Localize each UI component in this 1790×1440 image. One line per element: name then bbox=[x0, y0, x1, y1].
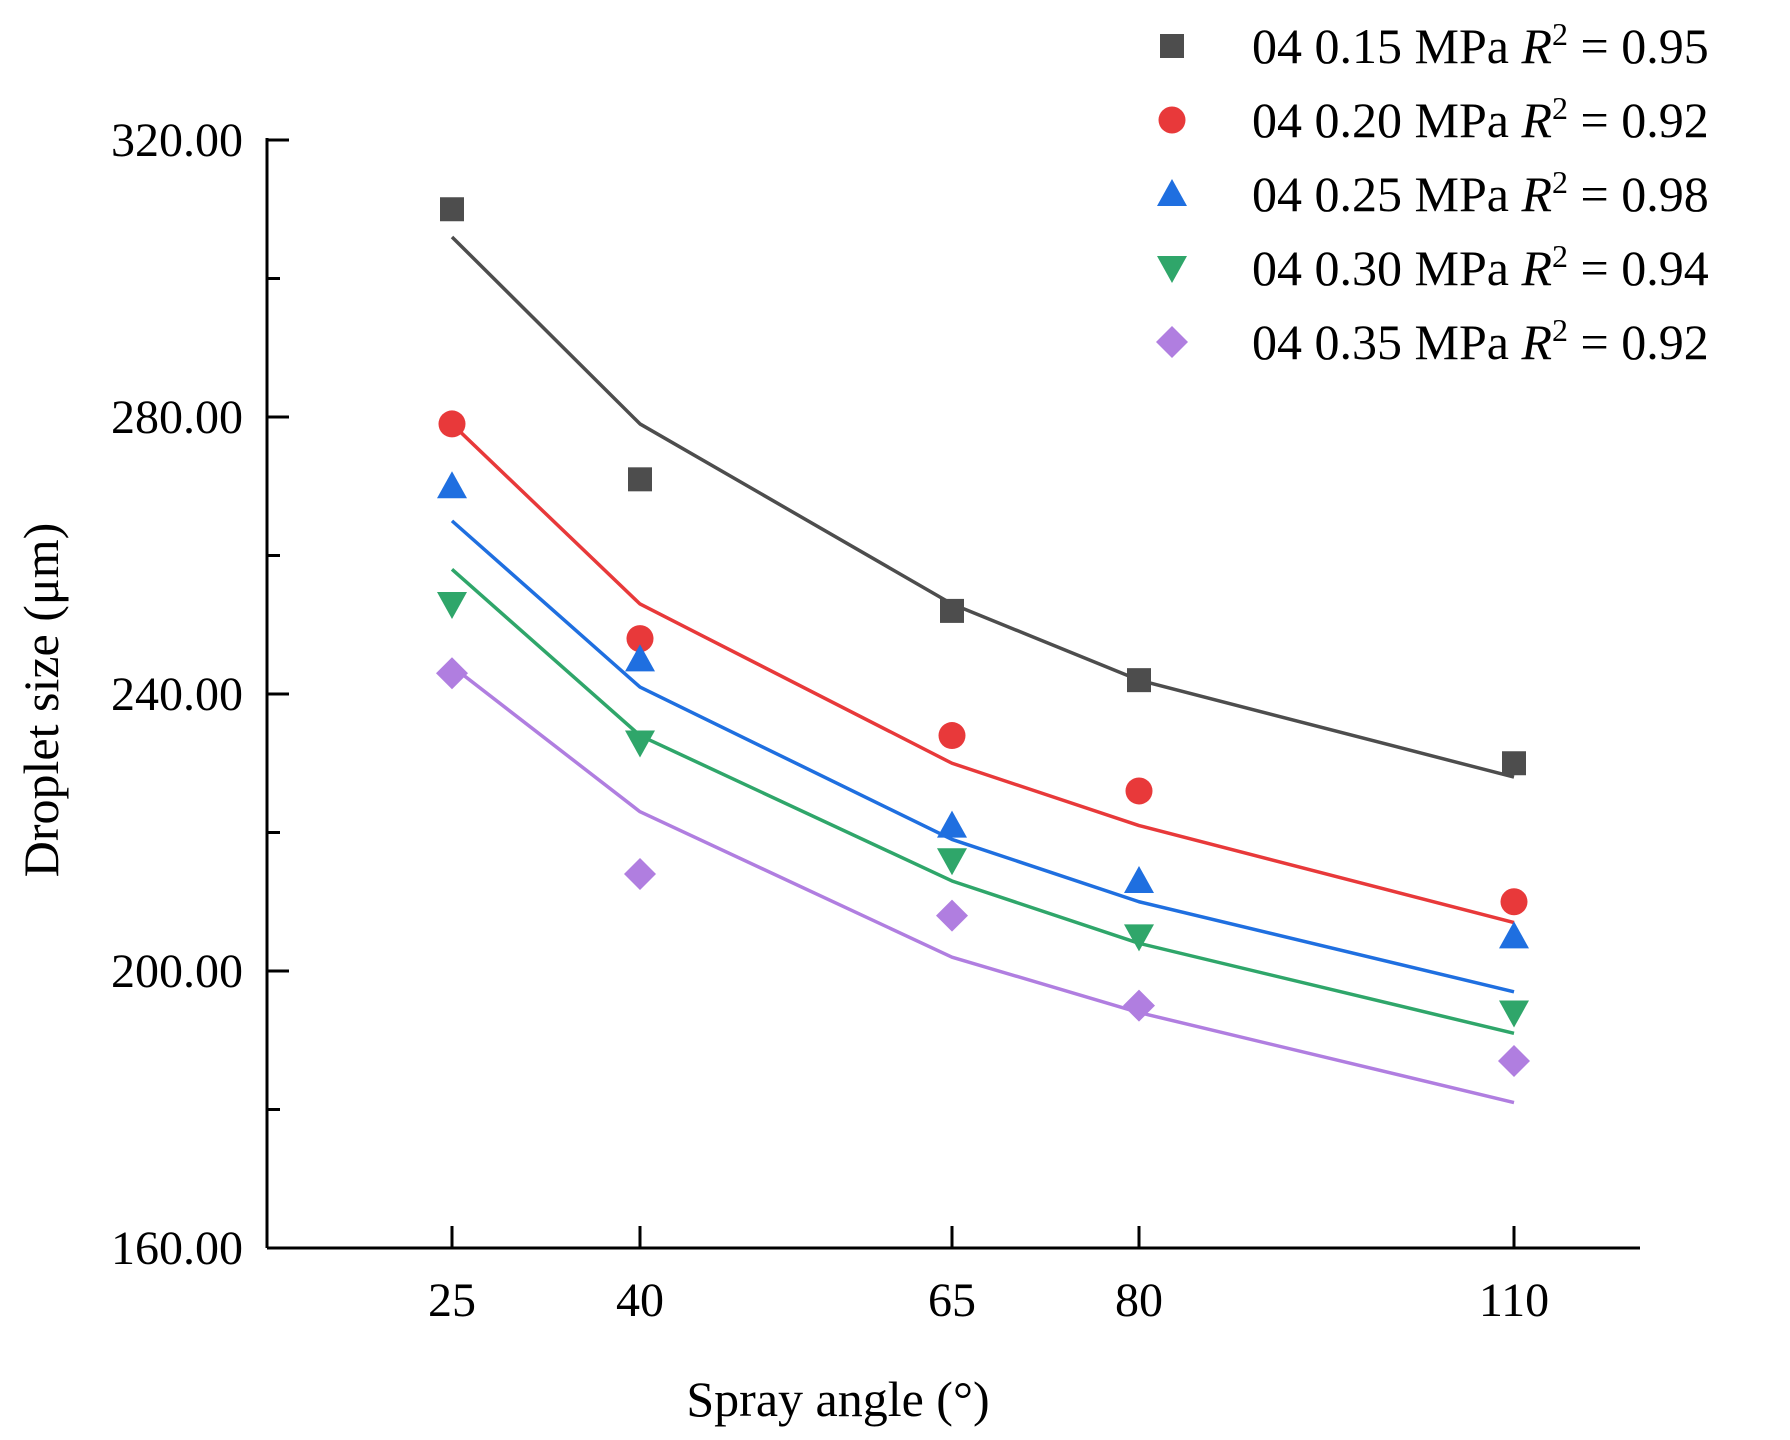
data-point-series-5 bbox=[1123, 989, 1155, 1022]
data-point-series-4 bbox=[1124, 924, 1154, 952]
data-point-series-1 bbox=[440, 197, 464, 222]
data-point-series-3 bbox=[625, 644, 655, 672]
data-point-series-2 bbox=[1125, 777, 1153, 805]
legend-label-2: 04 0.20 MPa R2 = 0.92 bbox=[1252, 90, 1709, 148]
y-tick-label: 160.00 bbox=[111, 1222, 243, 1275]
legend-marker-2 bbox=[1158, 106, 1186, 134]
y-tick-label: 240.00 bbox=[111, 668, 243, 721]
axes bbox=[265, 138, 1640, 1250]
data-point-series-1 bbox=[1502, 751, 1526, 776]
x-tick-label: 65 bbox=[928, 1274, 976, 1327]
data-point-series-5 bbox=[624, 858, 656, 891]
x-tick-label: 25 bbox=[428, 1274, 476, 1327]
fit-line-series-2 bbox=[450, 422, 1515, 925]
data-point-series-2 bbox=[938, 722, 966, 750]
data-point-series-3 bbox=[1124, 865, 1154, 893]
legend: 04 0.15 MPa R2 = 0.95 04 0.20 MPa R2 = 0.… bbox=[1156, 16, 1709, 370]
y-tick-label: 320.00 bbox=[111, 114, 243, 167]
data-point-series-1 bbox=[1127, 668, 1151, 693]
x-tick-label: 80 bbox=[1115, 1274, 1163, 1327]
data-markers bbox=[436, 197, 1530, 1078]
y-tick-label: 200.00 bbox=[111, 945, 243, 998]
x-tick-label: 110 bbox=[1479, 1274, 1549, 1327]
data-point-series-1 bbox=[940, 598, 964, 623]
legend-marker-3 bbox=[1157, 179, 1187, 206]
data-point-series-3 bbox=[937, 810, 967, 838]
fit-line-series-3 bbox=[450, 519, 1515, 994]
data-point-series-2 bbox=[1500, 888, 1528, 916]
data-point-series-3 bbox=[1499, 921, 1529, 949]
legend-label-5: 04 0.35 MPa R2 = 0.92 bbox=[1252, 312, 1709, 370]
y-axis-title: Droplet size (μm) bbox=[13, 523, 69, 877]
data-point-series-3 bbox=[437, 471, 467, 499]
data-point-series-5 bbox=[936, 899, 968, 932]
y-tick-label: 280.00 bbox=[111, 391, 243, 444]
data-point-series-5 bbox=[1498, 1045, 1530, 1078]
x-tick-label: 40 bbox=[616, 1274, 664, 1327]
fit-line-series-4 bbox=[450, 568, 1515, 1036]
data-point-series-2 bbox=[438, 410, 466, 438]
data-point-series-4 bbox=[625, 730, 655, 758]
data-point-series-4 bbox=[437, 591, 467, 619]
data-point-series-4 bbox=[1499, 1000, 1529, 1028]
legend-marker-1 bbox=[1160, 34, 1184, 58]
x-axis-title: Spray angle (°) bbox=[686, 1371, 989, 1427]
fit-line-series-5 bbox=[450, 664, 1515, 1105]
legend-label-1: 04 0.15 MPa R2 = 0.95 bbox=[1252, 16, 1709, 74]
data-point-series-5 bbox=[436, 657, 468, 690]
legend-marker-4 bbox=[1157, 256, 1187, 283]
tick-labels: 160.00 200.00 240.00 280.00 320.00 25 40 65 80 11… bbox=[111, 114, 1549, 1327]
data-point-series-4 bbox=[937, 848, 967, 876]
data-point-series-1 bbox=[628, 467, 652, 492]
legend-marker-5 bbox=[1156, 326, 1188, 358]
data-point-series-2 bbox=[626, 625, 654, 653]
legend-label-4: 04 0.30 MPa R2 = 0.94 bbox=[1252, 238, 1709, 296]
legend-label-3: 04 0.25 MPa R2 = 0.98 bbox=[1252, 164, 1709, 222]
